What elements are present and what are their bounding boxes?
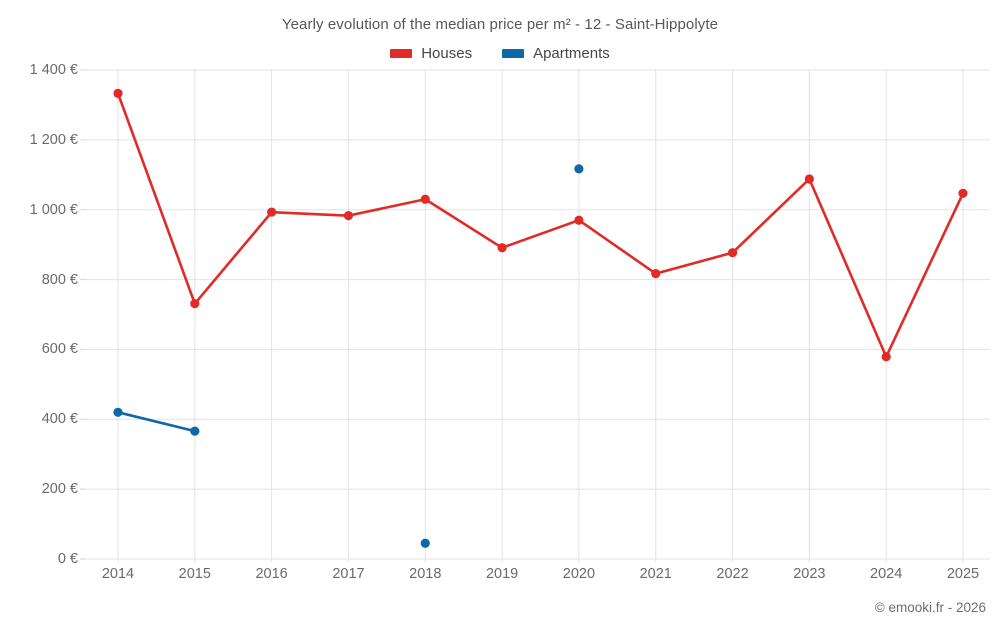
data-point-houses-2018[interactable] <box>420 194 430 204</box>
chart-title: Yearly evolution of the median price per… <box>281 16 719 33</box>
legend-label-houses: Houses <box>421 45 473 62</box>
x-axis-tick-label: 2018 <box>409 566 442 582</box>
legend-item-houses[interactable]: Houses <box>390 45 472 62</box>
data-point-houses-2020[interactable] <box>574 215 584 225</box>
data-point-houses-2017[interactable] <box>343 211 354 221</box>
x-axis-tick-label: 2024 <box>870 566 903 582</box>
legend-item-apartments[interactable]: Apartments <box>502 45 610 62</box>
chart-footer-credit: © emooki.fr - 2026 <box>874 600 986 615</box>
series-line-apartments <box>116 411 197 433</box>
x-axis-tick-label: 2023 <box>793 566 826 582</box>
y-axis-tick-label: 1 400 € <box>29 62 78 78</box>
y-axis-tick-label: 0 € <box>57 551 78 567</box>
data-point-houses-2015[interactable] <box>190 299 200 309</box>
data-point-apartments-2020[interactable] <box>574 164 584 174</box>
y-axis-tick-label: 200 € <box>41 481 78 498</box>
x-axis-tick-label: 2015 <box>178 566 211 582</box>
x-axis-tick-label: 2021 <box>639 566 672 582</box>
data-point-apartments-2018[interactable] <box>420 538 430 548</box>
data-point-houses-2024[interactable] <box>881 352 891 362</box>
data-point-houses-2023[interactable] <box>804 174 814 184</box>
data-point-houses-2016[interactable] <box>267 207 277 217</box>
data-point-houses-2014[interactable] <box>113 88 123 99</box>
legend-swatch-apartments <box>502 49 525 58</box>
chart-legend: Houses Apartments <box>0 45 1000 62</box>
y-axis-tick-label: 400 € <box>41 411 78 428</box>
y-axis-tick-label: 1 000 € <box>29 201 78 218</box>
data-point-apartments-2014[interactable] <box>113 407 123 417</box>
x-axis-tick-label: 2025 <box>946 566 980 582</box>
x-axis-tick-label: 2014 <box>101 566 135 582</box>
x-axis-tick-label: 2019 <box>485 566 519 582</box>
data-point-apartments-2015[interactable] <box>190 426 200 436</box>
y-axis-tick-label: 800 € <box>41 271 78 288</box>
y-axis-tick-label: 600 € <box>41 341 78 358</box>
x-axis-tick-label: 2020 <box>562 566 596 582</box>
legend-swatch-houses <box>390 49 413 58</box>
series-line-houses <box>116 92 965 359</box>
x-axis-tick-label: 2017 <box>332 566 365 582</box>
y-axis-tick-label: 1 200 € <box>29 131 78 148</box>
x-axis-tick-label: 2022 <box>716 566 749 582</box>
data-point-houses-2022[interactable] <box>727 248 738 258</box>
x-axis-tick-label: 2016 <box>255 566 288 582</box>
data-point-houses-2019[interactable] <box>497 243 507 253</box>
data-point-houses-2021[interactable] <box>651 269 661 279</box>
legend-label-apartments: Apartments <box>533 45 610 62</box>
data-point-houses-2025[interactable] <box>958 188 968 198</box>
